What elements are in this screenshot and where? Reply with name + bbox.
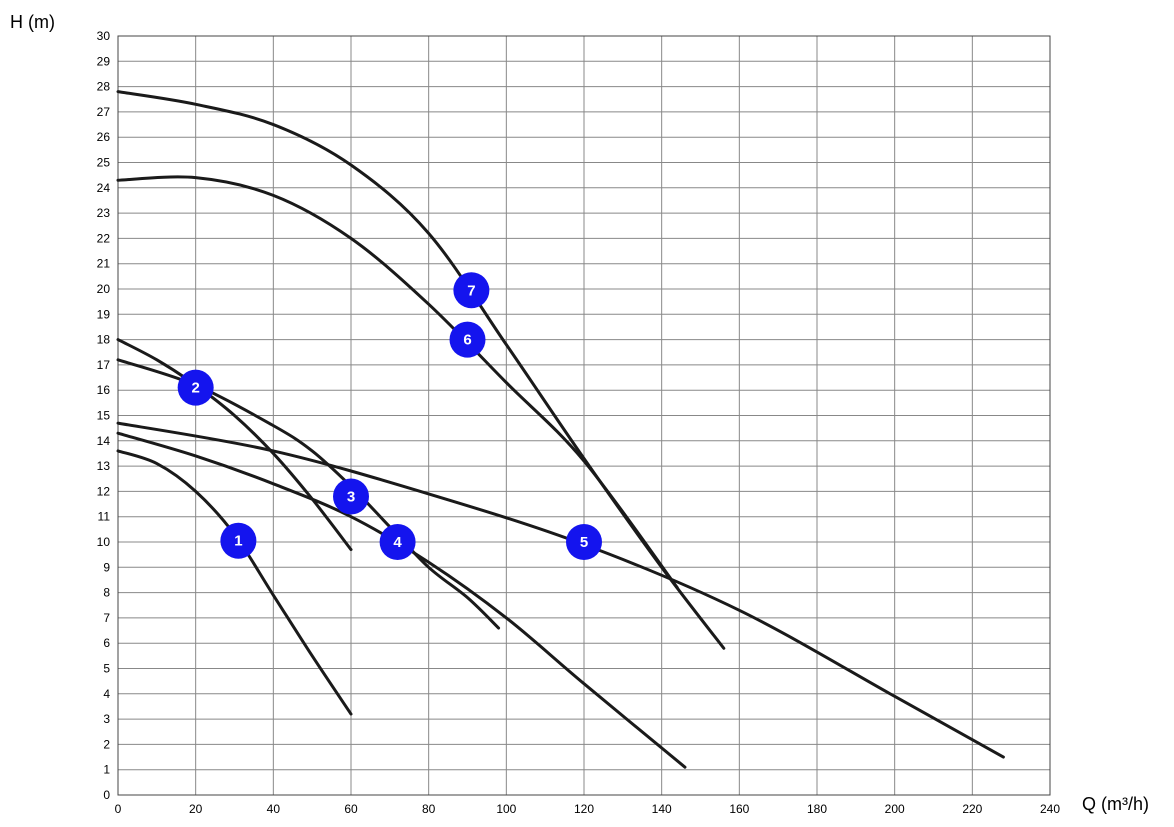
y-tick-label: 5 (103, 662, 110, 676)
curve-badge-2: 2 (177, 369, 214, 406)
curve-badge-circle (333, 478, 369, 515)
x-tick-label: 20 (189, 802, 203, 816)
y-tick-label: 16 (97, 383, 111, 397)
x-tick-label: 80 (422, 802, 436, 816)
y-tick-label: 20 (97, 282, 111, 296)
curve-badge-label: 7 (467, 282, 475, 299)
curve-7 (116, 90, 726, 650)
y-tick-label: 29 (97, 54, 111, 68)
curve-1 (116, 449, 353, 716)
y-tick-label: 0 (103, 788, 110, 802)
curve-badge-circle (566, 524, 602, 560)
x-tick-label: 220 (962, 802, 982, 816)
y-tick-label: 21 (97, 257, 111, 271)
y-tick-label: 2 (103, 737, 110, 751)
y-tick-label: 3 (103, 712, 110, 726)
y-tick-label: 23 (97, 206, 111, 220)
curve-badge-7: 7 (453, 272, 490, 309)
curve-5 (116, 421, 1005, 759)
y-tick-label: 17 (97, 358, 111, 372)
curve-badge-label: 1 (234, 533, 242, 550)
curve-badge-1: 1 (220, 522, 257, 559)
y-tick-label: 14 (97, 434, 111, 448)
x-tick-label: 120 (574, 802, 594, 816)
y-tick-label: 25 (97, 156, 111, 170)
y-tick-label: 26 (97, 130, 111, 144)
y-tick-label: 24 (97, 181, 111, 195)
curve-badge-label: 2 (191, 380, 199, 397)
y-tick-label: 15 (97, 409, 111, 423)
y-tick-label: 27 (97, 105, 111, 119)
y-tick-label: 6 (103, 636, 110, 650)
x-tick-labels: 0 20 40 60 80 100 120 140 160 180 200 220 240 (115, 802, 1061, 816)
y-tick-label: 28 (97, 80, 111, 94)
curve-badge-5: 5 (566, 524, 602, 560)
chart-grid (117, 35, 1051, 796)
y-axis-title: H (m) (10, 12, 55, 32)
x-tick-label: 180 (807, 802, 827, 816)
y-tick-label: 8 (103, 586, 110, 600)
curve-badge-circle (220, 522, 257, 559)
y-tick-labels: 0123456789101112131415161718192021222324… (97, 29, 111, 802)
curve-badge-3: 3 (333, 478, 369, 515)
y-tick-label: 7 (103, 611, 110, 625)
curve-badge-circle (449, 321, 486, 358)
y-tick-label: 12 (97, 484, 111, 498)
y-tick-label: 22 (97, 231, 111, 245)
x-tick-label: 40 (267, 802, 281, 816)
y-tick-label: 1 (103, 763, 110, 777)
x-tick-label: 140 (652, 802, 672, 816)
y-tick-label: 18 (97, 333, 111, 347)
x-axis-title: Q (m³/h) (1082, 794, 1149, 814)
curve-badge-circle (379, 524, 416, 560)
curve-badge-label: 5 (580, 534, 588, 551)
x-tick-label: 100 (496, 802, 516, 816)
y-tick-label: 11 (98, 510, 111, 524)
x-tick-label: 0 (115, 802, 122, 816)
x-tick-label: 60 (344, 802, 358, 816)
curve-labels: 1 2 3 4 5 6 7 (177, 272, 602, 560)
pump-curves (116, 90, 1005, 769)
x-tick-label: 240 (1040, 802, 1060, 816)
curve-badge-4: 4 (379, 524, 416, 560)
curve-badge-label: 4 (393, 534, 402, 551)
x-tick-label: 160 (729, 802, 749, 816)
y-tick-label: 13 (97, 459, 111, 473)
curve-badge-6: 6 (449, 321, 486, 358)
y-tick-label: 10 (97, 535, 111, 549)
x-tick-label: 200 (885, 802, 905, 816)
curve-badge-circle (177, 369, 214, 406)
curve-badge-label: 6 (463, 332, 471, 349)
plot-border (117, 35, 1051, 796)
curve-badge-circle (453, 272, 490, 309)
y-tick-label: 19 (97, 307, 111, 321)
y-tick-label: 4 (103, 687, 110, 701)
y-tick-label: 30 (97, 29, 111, 43)
y-tick-label: 9 (103, 560, 110, 574)
curve-badge-label: 3 (347, 488, 355, 505)
